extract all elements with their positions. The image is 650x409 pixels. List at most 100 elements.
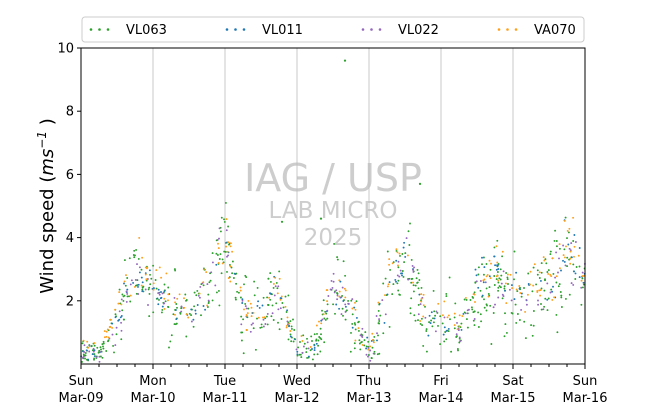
point-VA070	[472, 293, 475, 296]
point-VA070	[447, 314, 450, 317]
point-VA070	[501, 250, 504, 253]
point-VL063	[482, 273, 485, 276]
point-VL022	[146, 278, 149, 280]
point-VL063	[546, 271, 549, 273]
point-VL022	[378, 318, 381, 321]
point-VL063	[515, 321, 518, 324]
point-VL063	[357, 321, 360, 324]
legend-label-VL022: VL022	[398, 23, 439, 38]
point-VA070	[573, 255, 575, 258]
point-VL063	[386, 250, 389, 253]
point-VL063	[161, 308, 164, 311]
point-VL022	[216, 238, 219, 241]
point-VL063	[578, 265, 581, 268]
point-VL063	[167, 306, 170, 309]
point-VA070	[252, 311, 255, 314]
point-VL063	[260, 323, 263, 326]
point-VL063	[93, 344, 96, 347]
point-VL011	[339, 280, 342, 283]
point-VA070	[202, 268, 205, 271]
point-VL063	[231, 272, 234, 275]
point-VL063	[99, 355, 102, 358]
point-VL011	[138, 271, 141, 274]
point-VL063	[278, 328, 281, 331]
point-VL063	[449, 318, 451, 321]
point-VL063	[416, 281, 419, 284]
point-VA070	[278, 277, 281, 280]
point-VL022	[158, 293, 161, 296]
point-VL063	[483, 306, 486, 309]
point-VL063	[560, 296, 563, 299]
point-VL022	[302, 345, 305, 348]
point-VL063	[388, 325, 391, 328]
point-VL011	[428, 314, 431, 317]
point-VL063	[445, 292, 448, 295]
legend-marker	[98, 28, 101, 31]
point-VL063	[220, 216, 223, 219]
point-VL011	[401, 274, 403, 277]
legend-item-VL022: VL022	[361, 23, 439, 38]
point-VL063	[443, 340, 446, 343]
point-VL011	[140, 276, 143, 279]
point-VL011	[286, 309, 289, 312]
point-VA070	[361, 343, 364, 346]
point-VL022	[331, 286, 334, 289]
point-VA070	[453, 324, 456, 327]
point-VA070	[388, 258, 391, 261]
point-VL063	[417, 303, 420, 306]
point-VL063	[472, 296, 475, 299]
point-VL022	[484, 281, 487, 284]
point-VL022	[537, 299, 539, 302]
point-VA070	[398, 252, 401, 255]
point-VA070	[217, 242, 219, 245]
point-VA070	[464, 296, 467, 299]
point-VL022	[190, 320, 193, 323]
point-VL063	[580, 303, 583, 306]
point-VL022	[574, 241, 577, 243]
y-tick-label-8: 8	[66, 105, 74, 120]
point-VA070	[577, 254, 580, 257]
point-VL022	[130, 279, 133, 282]
point-VL063	[360, 340, 363, 343]
point-VL063	[240, 339, 243, 342]
point-VL063	[540, 287, 543, 290]
point-VA070	[152, 282, 155, 285]
point-VL063	[242, 318, 245, 321]
point-VL022	[286, 320, 289, 323]
point-VL063	[344, 274, 347, 277]
point-VL022	[126, 292, 129, 295]
point-VL063	[410, 258, 413, 261]
point-VL022	[479, 280, 482, 282]
point-VL011	[494, 264, 497, 267]
point-VL063	[530, 324, 533, 327]
point-VA070	[461, 315, 464, 318]
point-VL063	[437, 324, 439, 327]
point-VL063	[367, 354, 370, 356]
point-VA070	[549, 273, 552, 276]
point-VL063	[224, 250, 227, 253]
point-VL022	[459, 340, 462, 343]
point-VL011	[483, 266, 486, 269]
point-VL022	[199, 285, 202, 288]
point-VL063	[290, 340, 293, 343]
point-VA070	[146, 266, 149, 269]
point-VL022	[520, 308, 523, 311]
point-VL063	[114, 313, 117, 316]
point-VA070	[165, 272, 168, 275]
point-VL063	[243, 283, 245, 286]
point-VA070	[163, 297, 166, 300]
point-VL063	[471, 308, 474, 311]
point-VL063	[379, 314, 382, 317]
legend-marker	[361, 28, 365, 31]
point-VL063	[507, 283, 509, 285]
point-VA070	[227, 241, 230, 244]
point-VA070	[542, 256, 545, 259]
point-VL022	[492, 306, 495, 309]
point-VL063	[299, 353, 302, 356]
point-VL011	[383, 321, 386, 324]
point-VL063	[575, 266, 578, 268]
point-VL063	[200, 314, 202, 317]
point-VL022	[264, 323, 267, 325]
point-VL063	[320, 333, 322, 336]
